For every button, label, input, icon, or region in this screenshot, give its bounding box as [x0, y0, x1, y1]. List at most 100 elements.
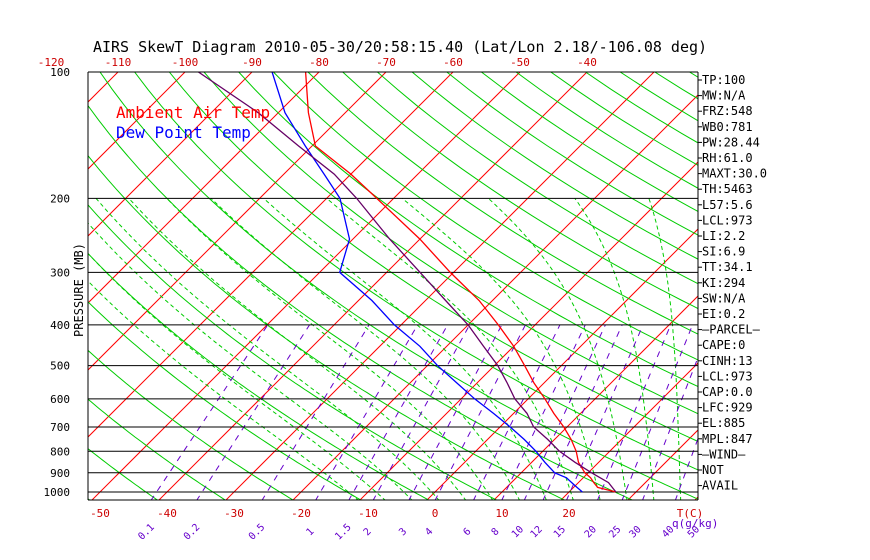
- moist-adiabat-line: [95, 198, 440, 500]
- moist-adiabat-line: [88, 280, 359, 500]
- mixing-ratio-line: [597, 324, 672, 500]
- chart-title: AIRS SkewT Diagram 2010-05-30/20:58:15.4…: [93, 38, 707, 56]
- mixing-ratio-label-text: 10: [510, 524, 526, 540]
- mixing-ratio-label: 6: [462, 526, 474, 538]
- dry-adiabat-line: [794, 53, 870, 501]
- index-value: LI:2.2: [702, 229, 745, 243]
- mixing-ratio-label-text: 0.2: [182, 522, 203, 543]
- moist-adiabat-line: [128, 198, 467, 500]
- index-value: LCL:973: [702, 213, 753, 227]
- mixing-ratio-line: [408, 324, 503, 500]
- moist-adiabat-line: [263, 198, 547, 500]
- pressure-tick-label: 800: [50, 445, 70, 458]
- isotherm-line: [91, 72, 521, 500]
- mixing-ratio-label: 4: [423, 526, 435, 538]
- dry-adiabat-line: [760, 53, 870, 501]
- mixing-ratio-label-text: 0.1: [136, 522, 157, 543]
- index-value: FRZ:548: [702, 104, 753, 118]
- temperature-line: [304, 72, 617, 493]
- axes: [87, 71, 699, 501]
- bottom-temp-tick-label: -20: [291, 507, 311, 520]
- legend-ambient-air-temp: Ambient Air Temp: [116, 103, 270, 122]
- index-value: CAP:0.0: [702, 385, 753, 399]
- mixing-ratio-label: 0.2: [182, 522, 203, 543]
- pressure-tick-label: 500: [50, 360, 70, 373]
- mixing-ratio-label: 2: [362, 526, 374, 538]
- mixing-ratio-label-text: 25: [607, 524, 623, 540]
- index-value: LCL:973: [702, 369, 753, 383]
- pressure-tick-label: 200: [50, 192, 70, 205]
- isotherm-line: [359, 161, 698, 500]
- top-temp-tick-label: -110: [105, 56, 132, 69]
- isotherm-line: [426, 228, 698, 500]
- mixing-ratio-label: 15: [552, 524, 568, 540]
- index-value: KI:294: [702, 276, 745, 290]
- mixing-ratio-line: [542, 324, 623, 500]
- mixing-ratio-label-text: 0.5: [247, 522, 268, 543]
- dry-adiabat-line: [88, 301, 362, 500]
- mixing-ratio-label: 10: [510, 524, 526, 540]
- index-value: SW:N/A: [702, 291, 746, 305]
- top-temp-tick-label: -60: [443, 56, 463, 69]
- pressure-tick-label: 700: [50, 421, 70, 434]
- dry-adiabat-line: [688, 72, 698, 78]
- isotherm-line: [761, 53, 870, 501]
- dry-adiabat-line: [88, 104, 634, 500]
- dry-adiabat-line: [88, 252, 430, 500]
- mixing-ratio-line: [642, 356, 698, 500]
- parcel-line: [198, 72, 617, 493]
- top-temp-tick-label: -100: [172, 56, 199, 69]
- isotherm-line: [88, 72, 186, 170]
- isotherm-line: [560, 362, 698, 500]
- index-value: EL:885: [702, 416, 745, 430]
- mixing-ratio-label-text: 2: [362, 526, 374, 538]
- mixing-ratio-label-text: 30: [627, 524, 643, 540]
- moist-adiabat-line: [648, 198, 682, 500]
- mixing-ratio-line: [566, 324, 644, 500]
- dry-adiabat-line: [133, 72, 698, 471]
- bottom-temp-tick-label: -10: [358, 507, 378, 520]
- mixing-ratio-label: 25: [607, 524, 623, 540]
- dry-adiabat-line: [480, 72, 698, 212]
- dry-adiabat-line: [238, 72, 698, 388]
- mixing-ratio-label-text: 4: [423, 526, 435, 538]
- dry-adiabat-line: [168, 72, 698, 442]
- mixing-ratio-line: [261, 324, 370, 500]
- isotherm-line: [828, 53, 870, 501]
- index-value: LFC:929: [702, 401, 753, 415]
- mixing-ratio-label: 12: [529, 524, 545, 540]
- isotherm-line: [292, 94, 698, 500]
- index-value: —PARCEL—: [702, 323, 761, 337]
- index-value: AVAIL: [702, 479, 738, 493]
- index-value: TH:5463: [702, 182, 753, 196]
- mixing-ratio-line: [473, 324, 561, 500]
- top-temp-tick-label: -70: [376, 56, 396, 69]
- mixing-ratio-label-text: 15: [552, 524, 568, 540]
- isotherm-line: [158, 72, 588, 500]
- index-value: TP:100: [702, 73, 745, 87]
- pressure-tick-label: 900: [50, 467, 70, 480]
- index-value: MPL:847: [702, 432, 753, 446]
- moist-adiabat-line: [210, 198, 521, 500]
- bottom-temp-tick-label: -50: [90, 507, 110, 520]
- dry-adiabat-line: [376, 72, 698, 285]
- pressure-tick-label: 400: [50, 319, 70, 332]
- x-axis-label: T(C): [677, 507, 704, 520]
- dry-adiabat-line: [88, 398, 227, 500]
- isotherm-line: [493, 295, 698, 500]
- mixing-ratio-label-text: 8: [490, 526, 502, 538]
- dewpoint-line: [271, 72, 583, 493]
- mixing-ratio-label: 8: [490, 526, 502, 538]
- mixing-ratio-line: [150, 324, 269, 500]
- mixing-ratio-label: 0.5: [247, 522, 268, 543]
- index-value: L57:5.6: [702, 198, 753, 212]
- index-value: EI:0.2: [702, 307, 745, 321]
- mixing-ratio-label: 3: [397, 526, 409, 538]
- index-value: CAPE:0: [702, 338, 745, 352]
- legend-dew-point-temp: Dew Point Temp: [116, 123, 251, 142]
- dry-adiabat-line: [341, 72, 698, 310]
- mixing-ratio-label-text: 3: [397, 526, 409, 538]
- moist-adiabat-line: [166, 198, 494, 500]
- dry-adiabat-line: [99, 72, 698, 500]
